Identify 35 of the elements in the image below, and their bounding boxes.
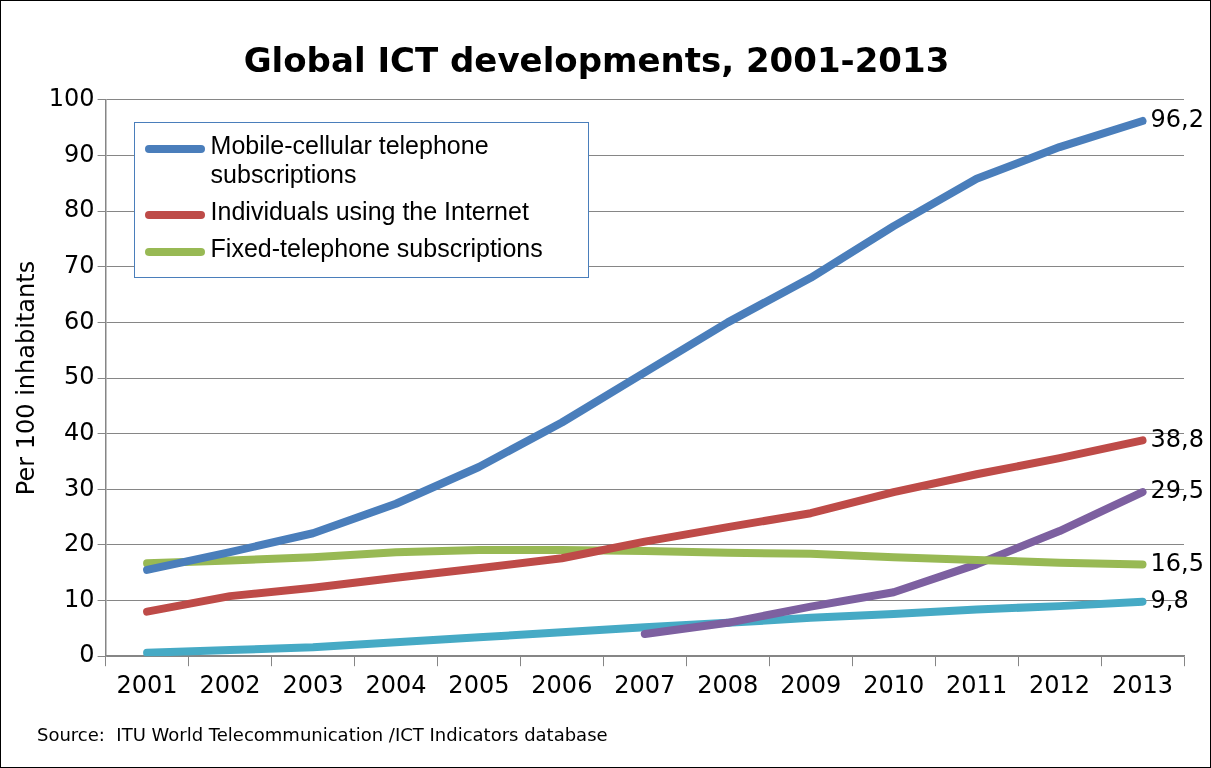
- y-tick-label: 50: [64, 362, 95, 391]
- y-tick-label: 10: [64, 584, 95, 613]
- x-tick-label: 2003: [282, 670, 344, 699]
- y-tick-label: 90: [64, 139, 95, 168]
- source-note: Source: ITU World Telecommunication /ICT Indicators database: [37, 724, 608, 745]
- legend-label: Fixed-telephone subscriptions: [210, 233, 543, 263]
- data-label: 29,5: [1150, 476, 1204, 505]
- x-tick-label: 2004: [365, 670, 427, 699]
- data-label: 38,8: [1150, 424, 1204, 453]
- x-tick-label: 2010: [863, 670, 925, 699]
- y-tick-label: 60: [64, 306, 95, 335]
- y-tick-label: 70: [64, 250, 95, 279]
- x-tick-label: 2013: [1111, 670, 1174, 699]
- x-tick-label: 2012: [1029, 670, 1091, 699]
- data-label: 16,5: [1150, 548, 1204, 577]
- x-tick-label: 2009: [780, 670, 842, 699]
- x-tick-label: 2006: [531, 670, 593, 699]
- x-tick-label: 2005: [448, 670, 510, 699]
- y-tick-label: 20: [64, 529, 95, 558]
- x-tick-label: 2002: [199, 670, 261, 699]
- x-tick-label: 2007: [614, 670, 676, 699]
- x-tick-label: 2008: [697, 670, 759, 699]
- y-tick-label: 80: [64, 195, 95, 224]
- data-label: 96,2: [1150, 105, 1204, 134]
- legend-label: Individuals using the Internet: [210, 196, 529, 226]
- y-axis-title: Per 100 inhabitants: [11, 260, 40, 496]
- x-tick-label: 2001: [116, 670, 178, 699]
- chart-title: Global ICT developments, 2001-2013: [243, 40, 950, 81]
- y-tick-label: 0: [79, 640, 95, 669]
- legend-label: Mobile-cellular telephone subscriptions: [210, 130, 490, 189]
- x-tick-label: 2011: [946, 670, 1008, 699]
- y-tick-label: 100: [48, 84, 95, 113]
- y-tick-label: 40: [64, 417, 95, 446]
- data-label: 9,8: [1150, 585, 1189, 614]
- y-tick-label: 30: [64, 473, 95, 502]
